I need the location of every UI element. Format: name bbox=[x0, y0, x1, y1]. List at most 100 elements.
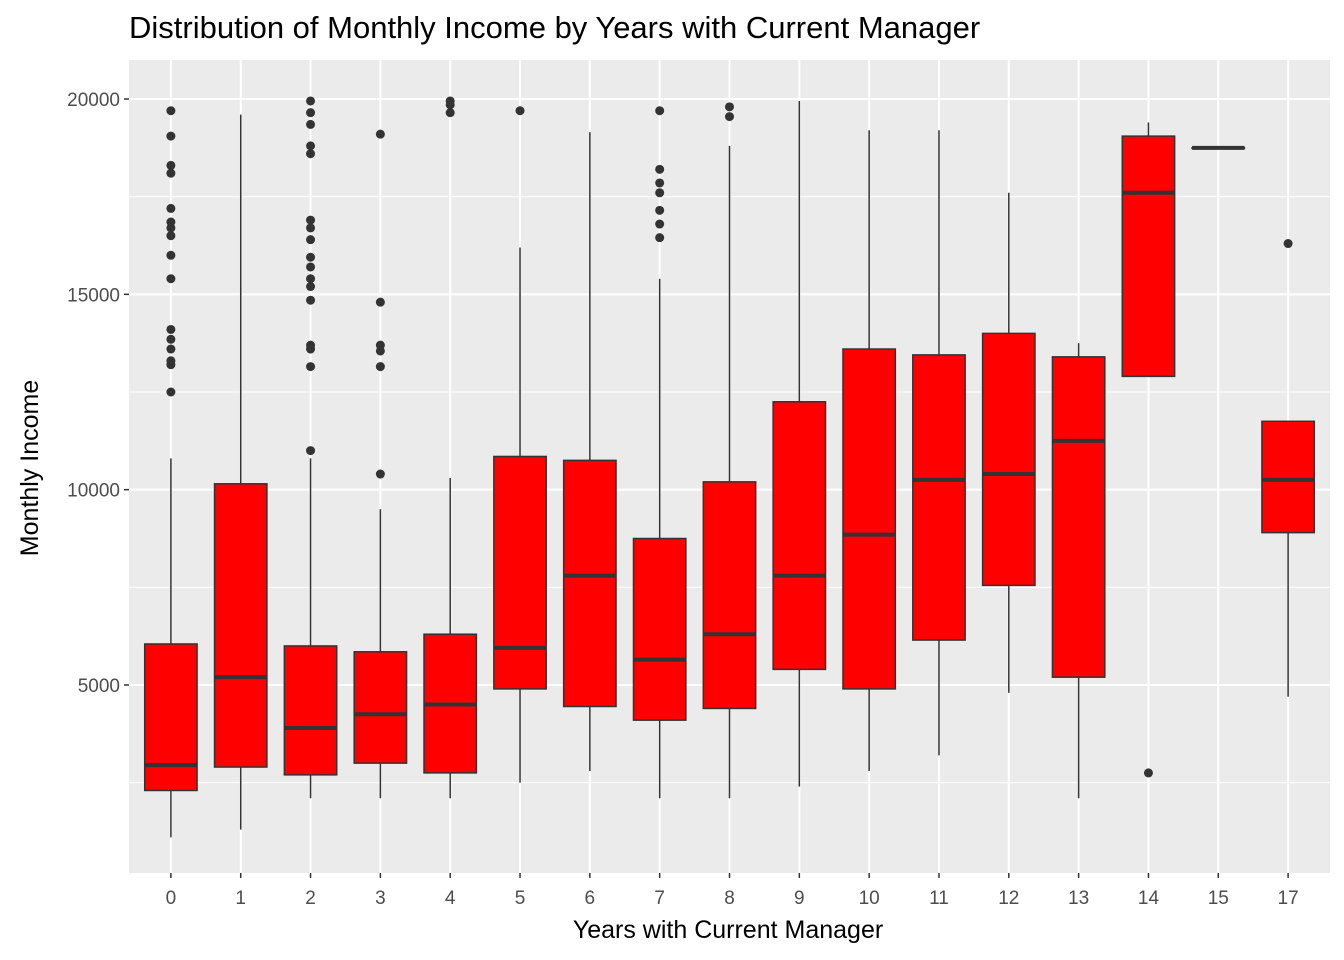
box-category-9 bbox=[772, 100, 827, 787]
x-tick-label: 0 bbox=[166, 888, 177, 909]
outlier-point bbox=[306, 362, 316, 372]
x-tick-label: 17 bbox=[1278, 888, 1299, 909]
box bbox=[772, 401, 827, 671]
outlier-point bbox=[166, 131, 176, 141]
x-tick-label: 5 bbox=[515, 888, 526, 909]
x-axis-ticks: 0 1 2 3 4 5 6 7 8 9 10 11 12 13 14 15 17 bbox=[166, 873, 1299, 909]
box-category-3 bbox=[353, 129, 408, 799]
outlier-point bbox=[306, 215, 316, 225]
chart-title: Distribution of Monthly Income by Years … bbox=[129, 10, 981, 45]
outlier-point bbox=[306, 262, 316, 272]
outlier-point bbox=[166, 106, 176, 116]
outlier-point bbox=[306, 108, 316, 118]
outlier-point bbox=[306, 119, 316, 129]
outlier-point bbox=[306, 340, 316, 350]
x-tick-label: 12 bbox=[998, 888, 1019, 909]
box bbox=[1261, 420, 1316, 534]
box-category-0 bbox=[143, 106, 198, 838]
outlier-point bbox=[655, 205, 665, 215]
outlier-point bbox=[445, 108, 455, 118]
box-category-10 bbox=[842, 130, 897, 771]
outlier-point bbox=[166, 203, 176, 213]
outlier-point bbox=[655, 233, 665, 243]
box bbox=[143, 643, 198, 792]
outlier-point bbox=[306, 96, 316, 106]
x-tick-label: 6 bbox=[585, 888, 596, 909]
y-tick-label: 10000 bbox=[67, 481, 120, 502]
outlier-point bbox=[166, 231, 176, 241]
outlier-point bbox=[375, 469, 385, 479]
x-tick-label: 10 bbox=[859, 888, 880, 909]
outlier-point bbox=[375, 362, 385, 372]
outlier-point bbox=[166, 387, 176, 397]
box-category-8 bbox=[702, 102, 757, 799]
x-tick-label: 8 bbox=[724, 888, 735, 909]
outlier-point bbox=[166, 274, 176, 284]
outlier-point bbox=[306, 235, 316, 245]
box bbox=[702, 481, 757, 710]
box-category-14 bbox=[1121, 122, 1176, 778]
y-tick-label: 15000 bbox=[67, 285, 120, 306]
outlier-point bbox=[306, 223, 316, 233]
box-category-7 bbox=[632, 106, 687, 799]
outlier-point bbox=[655, 106, 665, 116]
y-axis-title: Monthly Income bbox=[16, 380, 44, 556]
box-category-12 bbox=[981, 192, 1036, 693]
x-tick-label: 3 bbox=[375, 888, 386, 909]
outlier-point bbox=[166, 250, 176, 260]
outlier-point bbox=[166, 168, 176, 178]
x-axis-title: Years with Current Manager bbox=[573, 916, 883, 944]
outlier-point bbox=[166, 334, 176, 344]
x-tick-label: 13 bbox=[1068, 888, 1089, 909]
outlier-point bbox=[166, 344, 176, 354]
outlier-point bbox=[306, 252, 316, 262]
x-tick-label: 15 bbox=[1208, 888, 1229, 909]
box-category-4 bbox=[423, 96, 478, 799]
outlier-point bbox=[306, 149, 316, 159]
box-category-2 bbox=[283, 96, 338, 799]
box-category-15 bbox=[1191, 145, 1246, 150]
outlier-point bbox=[306, 446, 316, 456]
boxes bbox=[143, 96, 1316, 838]
outlier-point bbox=[515, 106, 525, 116]
box bbox=[632, 537, 687, 721]
outlier-point bbox=[306, 282, 316, 292]
outlier-point bbox=[725, 112, 734, 122]
box bbox=[493, 455, 547, 690]
x-tick-label: 14 bbox=[1138, 888, 1160, 909]
outlier-point bbox=[1143, 768, 1153, 778]
x-tick-label: 9 bbox=[794, 888, 805, 909]
outlier-point bbox=[1283, 239, 1293, 249]
box bbox=[283, 645, 338, 776]
outlier-point bbox=[725, 102, 734, 112]
x-tick-label: 4 bbox=[445, 888, 456, 909]
box-category-17 bbox=[1261, 239, 1316, 697]
outlier-point bbox=[166, 217, 176, 227]
box-category-6 bbox=[562, 132, 617, 771]
outlier-point bbox=[166, 356, 176, 366]
box bbox=[213, 483, 268, 768]
outlier-point bbox=[306, 274, 316, 284]
outlier-point bbox=[166, 160, 176, 170]
outlier-point bbox=[655, 219, 665, 229]
box bbox=[981, 332, 1036, 587]
outlier-point bbox=[655, 188, 665, 198]
x-tick-label: 7 bbox=[654, 888, 665, 909]
outlier-point bbox=[655, 164, 665, 174]
box bbox=[562, 459, 617, 708]
x-tick-label: 1 bbox=[235, 888, 246, 909]
x-tick-label: 2 bbox=[305, 888, 316, 909]
outlier-point bbox=[655, 178, 665, 188]
box-category-1 bbox=[213, 114, 268, 830]
box bbox=[912, 354, 966, 641]
y-axis-ticks: 5000 10000 15000 20000 bbox=[67, 90, 129, 697]
box bbox=[1051, 356, 1106, 678]
outlier-point bbox=[166, 324, 176, 334]
outlier-point bbox=[306, 295, 316, 305]
box-category-5 bbox=[493, 106, 547, 783]
x-tick-label: 11 bbox=[929, 888, 949, 909]
box-category-11 bbox=[912, 130, 966, 756]
y-tick-label: 20000 bbox=[67, 90, 120, 111]
outlier-point bbox=[375, 129, 385, 139]
box bbox=[353, 651, 408, 764]
